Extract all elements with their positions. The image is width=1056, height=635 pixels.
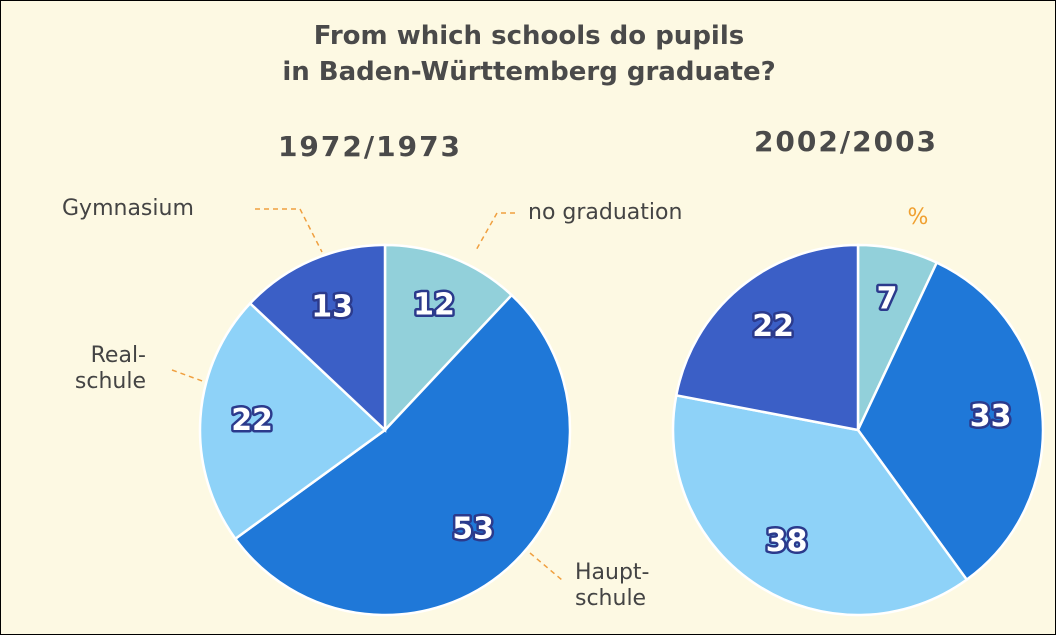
- value-label: 22: [752, 309, 794, 344]
- pie-slice: [248, 243, 387, 433]
- pie-slice: [383, 243, 514, 434]
- leader-line: [529, 552, 563, 581]
- value-label: 38: [766, 524, 808, 559]
- pie-slice: [856, 260, 1045, 582]
- category-label: Real- schule: [74, 343, 146, 394]
- leader-line: [474, 212, 515, 253]
- chart-title-line: in Baden-Württemberg graduate?: [282, 57, 776, 87]
- value-label: 12: [413, 288, 455, 323]
- leader-line: [171, 369, 206, 383]
- leader-line: [255, 208, 323, 253]
- pie-title: 2002/2003: [754, 125, 938, 158]
- category-label: Gymnasium: [62, 196, 194, 221]
- unit-label: %: [908, 205, 929, 230]
- value-label: 22: [231, 403, 273, 438]
- pie-title: 1972/1973: [278, 130, 462, 163]
- chart-title-line: From which schools do pupils: [313, 21, 745, 51]
- value-label: 33: [970, 399, 1012, 434]
- value-label: 13: [311, 289, 353, 324]
- value-label: 7: [877, 282, 898, 317]
- category-label: no graduation: [528, 200, 683, 225]
- value-label: 53: [452, 511, 494, 546]
- pie-slice: [671, 393, 969, 617]
- pie-slice: [198, 301, 387, 541]
- category-label: Haupt- schule: [575, 560, 650, 611]
- pie-slice: [233, 293, 572, 617]
- pie-slice: [674, 243, 860, 432]
